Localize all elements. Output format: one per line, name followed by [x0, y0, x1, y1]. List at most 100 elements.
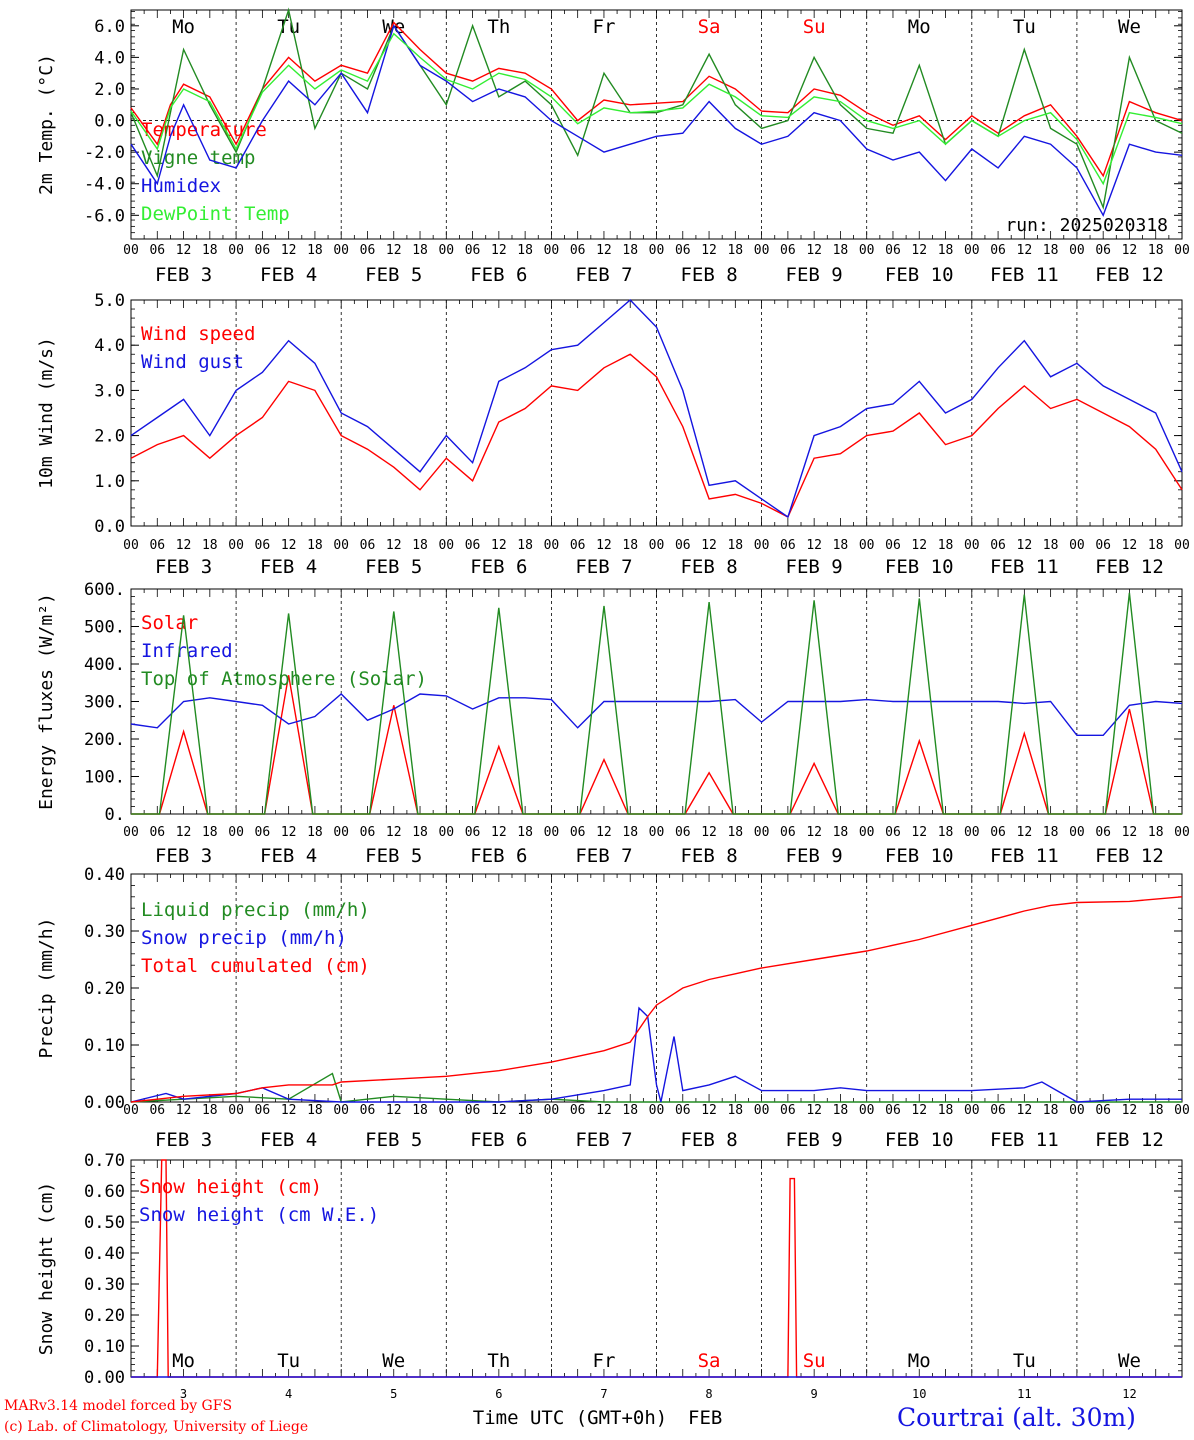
hour-tick-label: 00: [754, 1103, 770, 1118]
hour-tick-label: 18: [412, 825, 428, 840]
hour-tick-label: 00: [859, 1103, 875, 1118]
hour-tick-label: 06: [570, 538, 586, 553]
y-tick-label: 0.60: [84, 1182, 125, 1202]
hour-tick-label: 06: [675, 1103, 691, 1118]
date-label: FEB 12: [1095, 845, 1164, 867]
date-label: FEB 3: [155, 264, 212, 286]
hour-tick-label: 00: [859, 243, 875, 258]
y-tick-label: 0.50: [84, 1213, 125, 1233]
hour-tick-label: 18: [307, 243, 323, 258]
hour-tick-label: 00: [1174, 825, 1190, 840]
series-line-0: [130, 21, 1183, 178]
hour-tick-label: 18: [833, 1103, 849, 1118]
legend-entry: Solar: [141, 612, 198, 634]
legend-entry: Vigne temp: [141, 147, 255, 169]
day-name: We: [1118, 16, 1141, 38]
date-label: FEB 4: [260, 556, 317, 578]
hour-tick-label: 18: [1148, 825, 1164, 840]
date-label: FEB 8: [680, 264, 737, 286]
day-name: Tu: [1013, 1350, 1036, 1372]
hour-tick-label: 06: [990, 825, 1006, 840]
y-tick-label: 400.: [84, 655, 125, 675]
hour-tick-label: 18: [202, 1103, 218, 1118]
hour-tick-label: 00: [754, 825, 770, 840]
hour-tick-label: 00: [544, 825, 560, 840]
hour-tick-label: 12: [596, 1103, 612, 1118]
hour-tick-label: 12: [281, 243, 297, 258]
lab-credit: (c) Lab. of Climatology, University of L…: [4, 1419, 309, 1435]
y-tick-label: 2.0: [94, 80, 125, 100]
day-number: 8: [705, 1387, 712, 1401]
hour-tick-label: 06: [990, 243, 1006, 258]
hour-tick-label: 06: [990, 1103, 1006, 1118]
y-tick-label: 300.: [84, 693, 125, 713]
hour-tick-label: 06: [1095, 243, 1111, 258]
hour-tick-label: 12: [701, 538, 717, 553]
y-tick-label: 4.0: [94, 336, 125, 356]
hour-tick-label: 18: [517, 243, 533, 258]
legend-entry: Total cumulated (cm): [141, 955, 370, 977]
day-name: Tu: [277, 16, 300, 38]
hour-tick-label: 12: [491, 538, 507, 553]
hour-tick-label: 18: [938, 1103, 954, 1118]
hour-tick-label: 00: [123, 243, 139, 258]
hour-tick-label: 12: [701, 1103, 717, 1118]
hour-tick-label: 00: [859, 538, 875, 553]
y-tick-label: 0.0: [94, 112, 125, 132]
series-line-2: [131, 592, 1182, 815]
date-label: FEB 9: [786, 556, 843, 578]
run-annotation: run: 2025020318: [1005, 215, 1168, 236]
date-label: FEB 9: [786, 845, 843, 867]
y-tick-label: 200.: [84, 730, 125, 750]
hour-tick-label: 06: [780, 538, 796, 553]
y-axis-label: 2m Temp. (°C): [36, 54, 57, 195]
hour-tick-label: 00: [228, 243, 244, 258]
day-name: Tu: [1013, 16, 1036, 38]
y-tick-label: -2.0: [84, 143, 125, 163]
hour-tick-label: 06: [675, 825, 691, 840]
legend-entry: Snow height (cm W.E.): [139, 1204, 379, 1226]
hour-tick-label: 18: [517, 538, 533, 553]
hour-tick-label: 18: [1148, 538, 1164, 553]
hour-tick-label: 06: [570, 825, 586, 840]
hour-tick-label: 12: [1017, 243, 1033, 258]
hour-tick-label: 00: [1069, 1103, 1085, 1118]
hour-tick-label: 18: [202, 825, 218, 840]
hour-tick-label: 00: [964, 538, 980, 553]
hour-tick-label: 18: [622, 538, 638, 553]
y-tick-label: 0.40: [84, 1244, 125, 1264]
date-label: FEB 3: [155, 556, 212, 578]
hour-tick-label: 18: [412, 243, 428, 258]
date-label: FEB 4: [260, 1129, 317, 1151]
y-tick-label: 1.0: [94, 472, 125, 492]
date-label: FEB 10: [885, 264, 954, 286]
day-number: 12: [1122, 1387, 1136, 1401]
hour-tick-label: 06: [780, 243, 796, 258]
hour-tick-label: 06: [885, 538, 901, 553]
y-tick-label: 5.0: [94, 291, 125, 311]
day-name: Sa: [698, 16, 721, 38]
date-label: FEB 3: [155, 845, 212, 867]
hour-tick-label: 12: [176, 243, 192, 258]
legend-entry: Wind speed: [141, 323, 255, 345]
legend-entry: Infrared: [141, 640, 233, 662]
legend-entry: Snow precip (mm/h): [141, 927, 347, 949]
hour-tick-label: 18: [727, 538, 743, 553]
hour-tick-label: 12: [386, 538, 402, 553]
hour-tick-label: 12: [176, 1103, 192, 1118]
date-label: FEB 5: [365, 264, 422, 286]
hour-tick-label: 00: [333, 1103, 349, 1118]
hour-tick-label: 00: [333, 243, 349, 258]
date-label: FEB 7: [575, 845, 632, 867]
y-tick-label: -6.0: [84, 206, 125, 226]
date-label: FEB 6: [470, 845, 527, 867]
hour-tick-label: 06: [149, 825, 165, 840]
hour-tick-label: 00: [649, 1103, 665, 1118]
hour-tick-label: 12: [1122, 243, 1138, 258]
date-label: FEB 4: [260, 264, 317, 286]
hour-tick-label: 12: [491, 243, 507, 258]
hour-tick-label: 00: [333, 538, 349, 553]
day-name: Mo: [172, 1350, 195, 1372]
hour-tick-label: 00: [1174, 538, 1190, 553]
